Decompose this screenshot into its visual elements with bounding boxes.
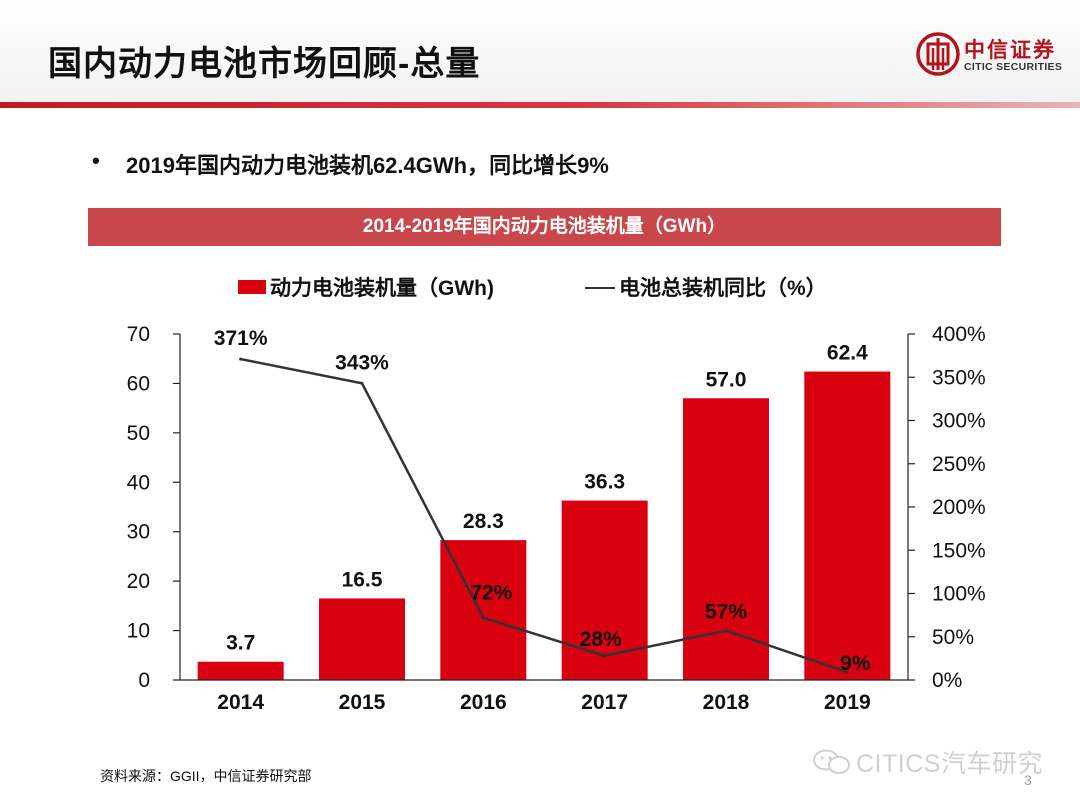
yoy-value-label: 57% [705, 601, 747, 624]
chart-legend: 动力电池装机量（GWh) 电池总装机同比（%） [238, 272, 878, 302]
yoy-point-2019 [845, 670, 849, 674]
yoy-value-label: 371% [214, 327, 268, 350]
yoy-value-label: 343% [335, 351, 389, 374]
y-left-tick-label: 50 [127, 422, 150, 445]
x-tick-label: 2015 [339, 691, 386, 714]
watermark-text: CITICS汽车研究 [856, 750, 1043, 778]
yoy-point-2014 [239, 357, 243, 361]
y-right-tick-label: 150% [932, 539, 986, 562]
bar-2014 [197, 661, 284, 680]
y-left-tick-label: 20 [127, 570, 150, 593]
y-left-tick-label: 30 [127, 521, 150, 544]
bar-2019 [804, 371, 891, 680]
logo-chinese-name: 中信证券 [964, 39, 1056, 62]
header-rule [0, 102, 1080, 108]
page-title: 国内动力电池市场回顾-总量 [48, 45, 481, 83]
y-left-tick-label: 40 [127, 471, 150, 494]
bar-value-label: 62.4 [827, 342, 868, 365]
y-right-tick-label: 50% [932, 626, 974, 649]
yoy-growth-line [240, 357, 848, 674]
yoy-value-label: 72% [470, 582, 512, 605]
y-right-tick-label: 0% [932, 669, 962, 692]
yoy-point-2018 [724, 629, 728, 633]
y-right-tick-label: 350% [932, 366, 986, 389]
yoy-point-2015 [360, 381, 364, 385]
page-number: 3 [1024, 772, 1032, 788]
x-tick-label: 2017 [581, 691, 628, 714]
x-tick-label: 2019 [824, 691, 871, 714]
citic-logo-icon [916, 32, 960, 76]
bar-value-label: 57.0 [706, 368, 747, 391]
logo-english-name: CITIC SECURITIES [964, 61, 1063, 73]
bar-2018 [683, 398, 769, 680]
legend-bar-swatch [238, 280, 266, 294]
y-left-tick-label: 0 [138, 669, 150, 692]
legend-bar-label: 动力电池装机量（GWh) [270, 277, 494, 300]
x-tick-label: 2018 [703, 691, 750, 714]
yoy-value-label: 28% [580, 628, 622, 651]
chart-title-banner: 2014-2019年国内动力电池装机量（GWh） [88, 208, 1001, 246]
citic-logo: 中信证券 CITIC SECURITIES [916, 32, 1066, 80]
yoy-point-2017 [603, 654, 607, 658]
x-tick-label: 2016 [460, 691, 507, 714]
wechat-icon [813, 749, 850, 774]
x-tick-label: 2014 [217, 691, 264, 714]
bar-value-label: 16.5 [342, 568, 383, 591]
yoy-point-2016 [481, 616, 485, 620]
y-left-tick-label: 60 [127, 372, 150, 395]
source-footnote: 资料来源：GGII，中信证券研究部 [100, 768, 312, 784]
bar-2015 [319, 598, 405, 680]
bullet-dot: • [92, 148, 100, 173]
legend-line-label: 电池总装机同比（%） [619, 277, 827, 300]
bar-value-label: 28.3 [463, 510, 504, 533]
y-left-tick-label: 10 [127, 620, 150, 643]
bar-2017 [561, 500, 648, 680]
y-right-tick-label: 300% [932, 410, 986, 433]
y-right-tick-label: 400% [932, 323, 986, 346]
bar-value-label: 36.3 [584, 471, 625, 494]
y-right-tick-label: 100% [932, 583, 986, 606]
legend-line-swatch [585, 287, 615, 289]
header-band [0, 0, 1080, 104]
yoy-value-label: 9% [840, 652, 871, 675]
y-left-tick-label: 70 [127, 323, 150, 346]
summary-text: 2019年国内动力电池装机62.4GWh，同比增长9% [126, 153, 609, 178]
y-right-tick-label: 200% [932, 496, 986, 519]
y-right-tick-label: 250% [932, 453, 986, 476]
bar-value-label: 3.7 [226, 632, 255, 655]
